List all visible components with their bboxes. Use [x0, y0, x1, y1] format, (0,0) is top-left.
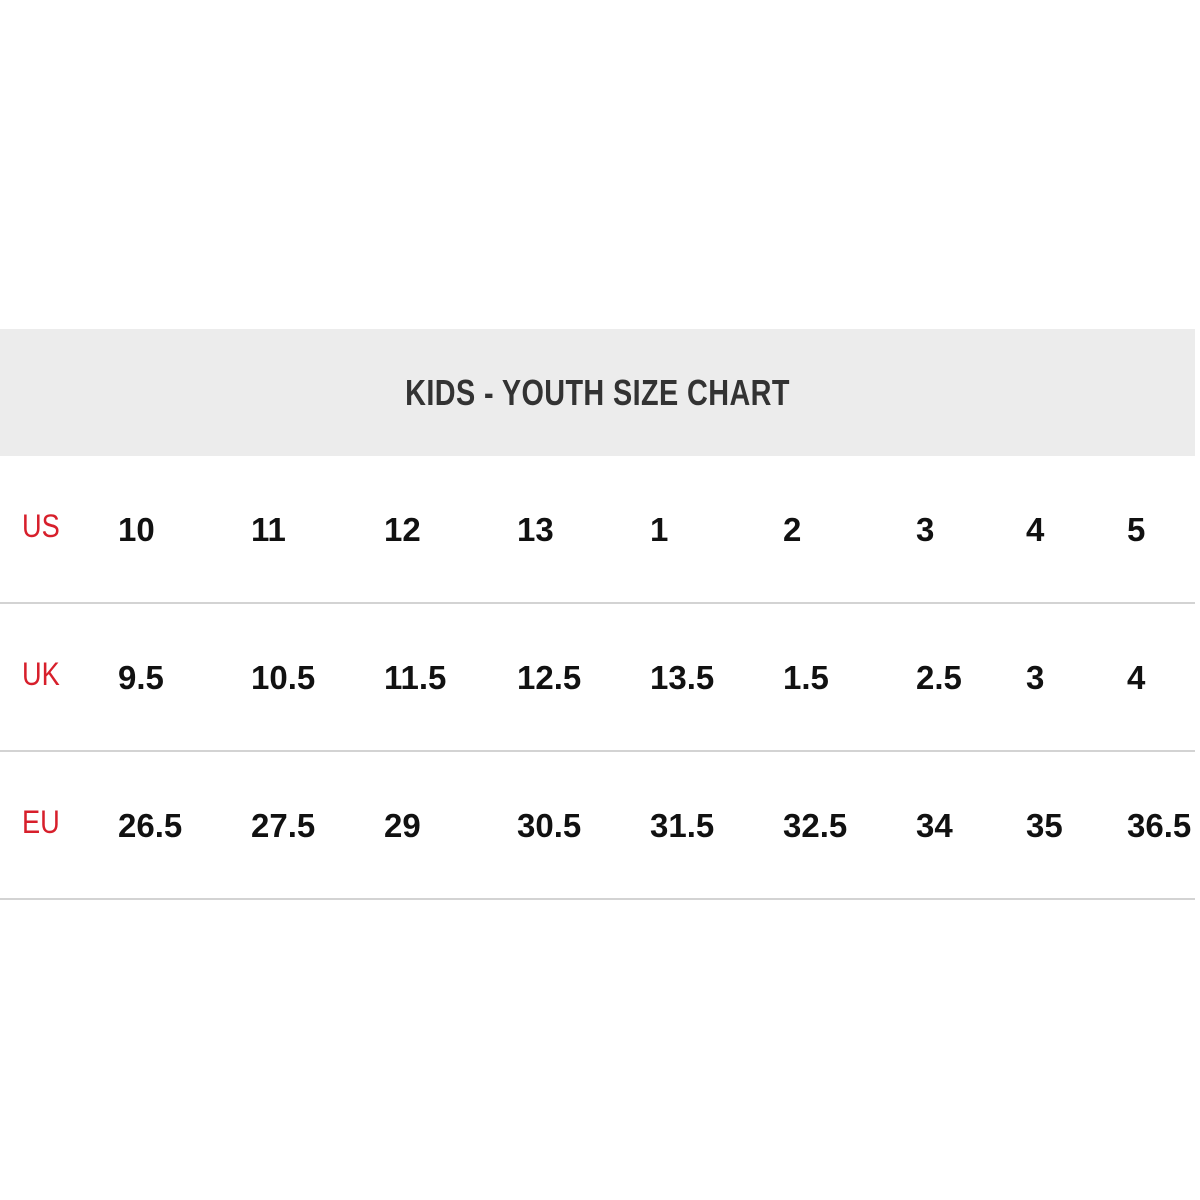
size-cell: 13.5 [650, 659, 715, 696]
size-cell: 10.5 [251, 659, 316, 696]
size-cell: 4 [1026, 511, 1045, 548]
size-cell: 2.5 [916, 659, 962, 696]
size-cell: 11 [251, 511, 286, 548]
size-chart-table: KIDS - YOUTH SIZE CHART US 10 11 12 13 1 2 3 4 5 U… [0, 329, 1195, 900]
table-header: KIDS - YOUTH SIZE CHART [0, 329, 1195, 456]
size-cell: 3 [1026, 659, 1045, 696]
size-cell: 32.5 [783, 807, 848, 844]
size-cell: 31.5 [650, 807, 715, 844]
size-cell: 1.5 [783, 659, 829, 696]
size-cell: 3 [916, 511, 935, 548]
size-cell: 27.5 [251, 807, 316, 844]
size-cell: 29 [384, 807, 421, 844]
size-cell: 36.5 [1127, 807, 1192, 844]
row-label: US [22, 508, 60, 544]
size-cell: 1 [650, 511, 669, 548]
size-cell: 2 [783, 511, 802, 548]
size-cell: 35 [1026, 807, 1063, 844]
row-label: EU [22, 804, 60, 840]
size-cell: 12 [384, 511, 421, 548]
size-row-uk: UK 9.5 10.5 11.5 12.5 13.5 1.5 2.5 3 4 [0, 604, 1195, 752]
row-label: UK [22, 656, 60, 692]
size-cell: 34 [916, 807, 953, 844]
size-row-eu: EU 26.5 27.5 29 30.5 31.5 32.5 34 35 36.5 [0, 752, 1195, 900]
size-cell: 9.5 [118, 659, 164, 696]
size-cell: 30.5 [517, 807, 582, 844]
size-cell: 5 [1127, 511, 1146, 548]
size-row-us: US 10 11 12 13 1 2 3 4 5 [0, 456, 1195, 604]
size-cell: 10 [118, 511, 155, 548]
chart-title: KIDS - YOUTH SIZE CHART [405, 372, 790, 413]
size-cell: 13 [517, 511, 554, 548]
size-cell: 4 [1127, 659, 1146, 696]
size-cell: 12.5 [517, 659, 582, 696]
size-cell: 26.5 [118, 807, 183, 844]
size-cell: 11.5 [384, 659, 447, 696]
